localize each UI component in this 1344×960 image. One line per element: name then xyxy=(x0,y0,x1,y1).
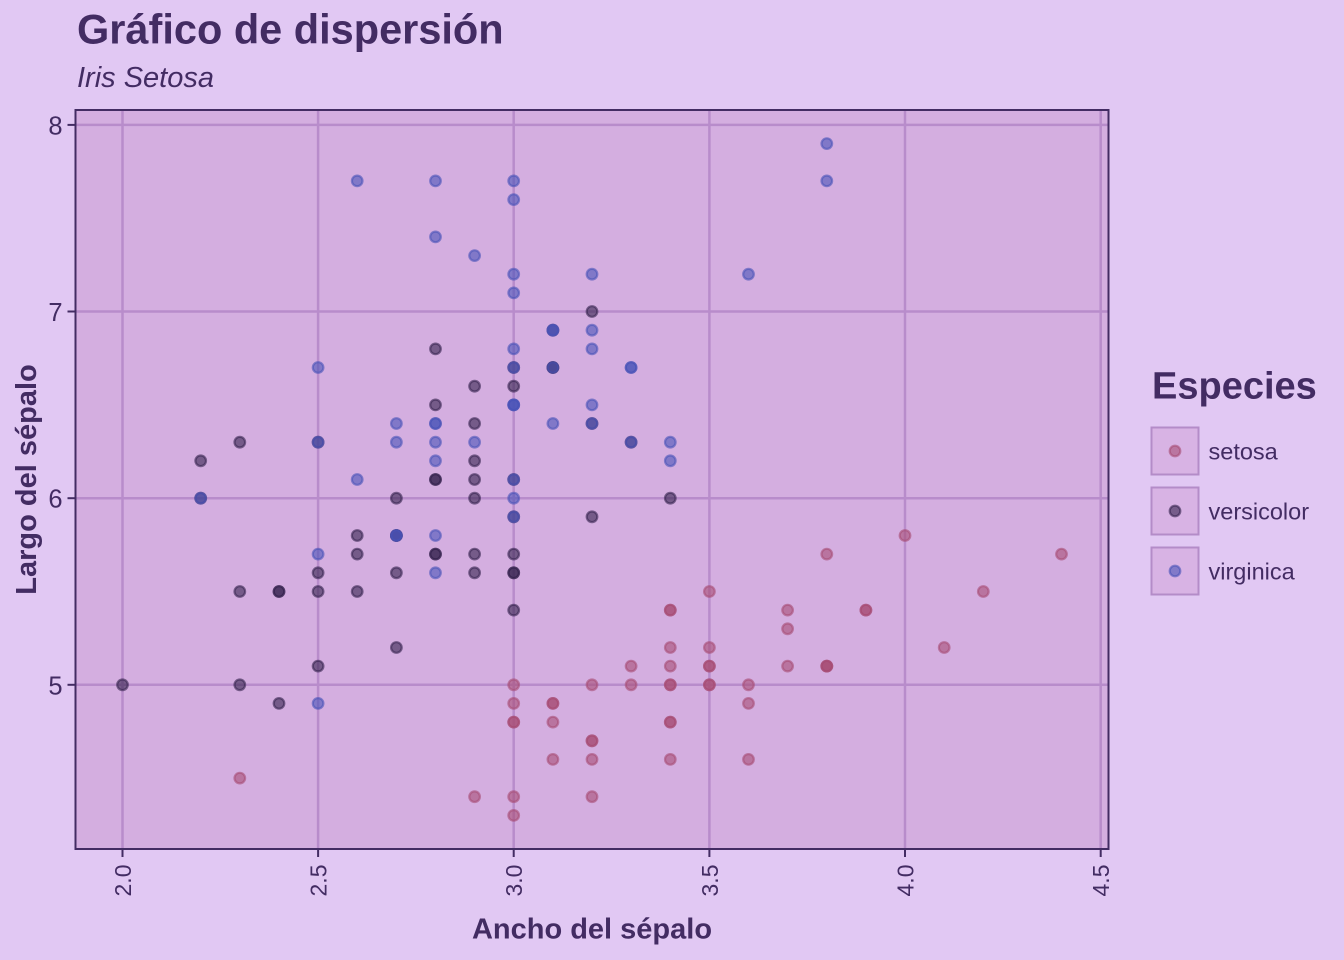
svg-text:6: 6 xyxy=(48,486,62,514)
svg-text:8: 8 xyxy=(48,112,62,140)
svg-text:Largo del sépalo: Largo del sépalo xyxy=(11,364,43,594)
svg-text:2.0: 2.0 xyxy=(110,865,136,897)
svg-text:Especies: Especies xyxy=(1152,366,1317,408)
svg-text:3.5: 3.5 xyxy=(697,865,723,897)
svg-text:4.0: 4.0 xyxy=(892,865,918,897)
svg-text:setosa: setosa xyxy=(1209,439,1279,465)
svg-text:4.5: 4.5 xyxy=(1088,865,1114,897)
svg-text:7: 7 xyxy=(48,299,62,327)
svg-text:5: 5 xyxy=(48,672,62,700)
svg-text:2.5: 2.5 xyxy=(306,865,332,897)
svg-text:Ancho del sépalo: Ancho del sépalo xyxy=(472,913,712,945)
svg-text:3.0: 3.0 xyxy=(501,865,527,897)
svg-text:virginica: virginica xyxy=(1209,559,1296,585)
svg-text:Gráfico de dispersión: Gráfico de dispersión xyxy=(77,6,504,53)
svg-text:versicolor: versicolor xyxy=(1209,499,1310,525)
svg-text:Iris Setosa: Iris Setosa xyxy=(77,62,214,94)
